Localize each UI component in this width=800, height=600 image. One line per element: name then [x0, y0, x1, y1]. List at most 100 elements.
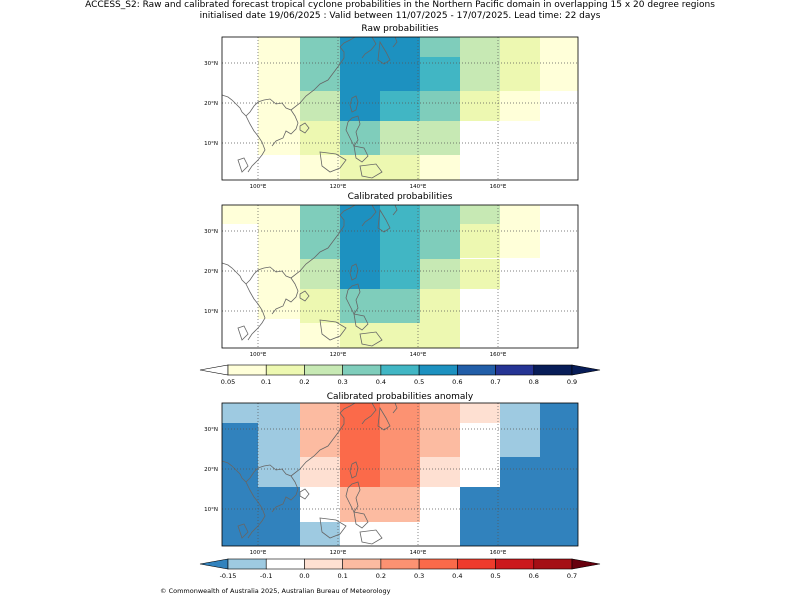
- coastline-segment: [299, 290, 310, 302]
- probability-cell: [380, 259, 420, 289]
- probability-cell: [500, 403, 540, 457]
- colorbar-swatch: [533, 364, 573, 376]
- coastline-segment: [319, 517, 347, 539]
- colorbar-tick-label: 0.5: [414, 378, 424, 386]
- coastline-segment: [392, 205, 398, 216]
- probability-cell: [420, 37, 460, 57]
- colorbar-tick-label: 0.9: [567, 378, 577, 386]
- probability-cell: [380, 403, 420, 487]
- lon-tick-label: 160°E: [490, 352, 507, 358]
- colorbar-tick-label: 0.1: [337, 572, 347, 580]
- probability-cell: [460, 403, 500, 423]
- coastline: [222, 403, 398, 545]
- colorbar-swatch: [227, 364, 267, 376]
- lon-tick-label: 100°E: [250, 352, 267, 358]
- coastline-segment: [359, 331, 383, 347]
- probability-cell: [460, 487, 500, 546]
- lon-tick-label: 120°E: [330, 352, 347, 358]
- probability-cell: [460, 224, 500, 258]
- probability-cell: [340, 37, 420, 57]
- raw-probability-map: 100°E 120°E 140°E 160°E 30°N 20°N 10°N: [204, 36, 579, 190]
- probability-cell: [300, 205, 340, 259]
- lat-tick-label: 20°N: [204, 269, 218, 275]
- probability-cell: [300, 155, 340, 180]
- probability-cell: [300, 259, 340, 289]
- coastline-segment: [377, 40, 391, 65]
- colorbar-tick-label: 0.7: [567, 572, 577, 580]
- coastline-segment: [290, 205, 356, 279]
- coastline-segment: [349, 95, 359, 113]
- map-cells: [222, 205, 578, 348]
- copyright-footer: © Commonwealth of Australia 2025, Austra…: [160, 587, 391, 595]
- lat-tick-label: 10°N: [204, 507, 218, 513]
- lat-tick-label: 20°N: [204, 467, 218, 473]
- probability-cell: [340, 259, 380, 289]
- colorbar-tick-label: 0.1: [261, 378, 271, 386]
- coastline-segment: [359, 529, 383, 545]
- probability-cell: [222, 403, 258, 423]
- probability-cell: [340, 487, 380, 522]
- lat-tick-label: 30°N: [204, 229, 218, 235]
- colorbar-extend-under: [199, 364, 229, 376]
- coastline-segment: [222, 460, 266, 539]
- probability-cell: [258, 37, 300, 121]
- lat-tick-label: 30°N: [204, 427, 218, 433]
- probability-cell: [460, 205, 500, 224]
- colorbar-swatch: [304, 364, 343, 376]
- probability-cell: [258, 121, 300, 155]
- colorbar-swatch: [380, 364, 420, 376]
- probability-cell: [500, 457, 578, 546]
- probability-colorbar: 0.05 0.1 0.2 0.3 0.4 0.5 0.6 0.7 0.8 0.9: [199, 364, 601, 386]
- probability-cell: [340, 289, 380, 323]
- probability-cell: [300, 323, 340, 348]
- probability-cell: [420, 289, 460, 323]
- probability-cell: [460, 91, 500, 121]
- coastline-segment: [245, 266, 299, 315]
- coastline-segment: [299, 488, 310, 500]
- probability-cell: [300, 457, 340, 487]
- probability-cell: [340, 121, 380, 155]
- colorbar-extend-over: [571, 558, 601, 570]
- lat-tick-label: 30°N: [204, 61, 218, 67]
- colorbar-tick-label: 0.0: [299, 572, 309, 580]
- anomaly-panel-title: Calibrated probabilities anomaly: [326, 392, 474, 402]
- lat-tick-label: 10°N: [204, 309, 218, 315]
- colorbar-tick-label: 0.8: [529, 378, 539, 386]
- lon-tick-label: 120°E: [330, 184, 347, 190]
- probability-cell: [340, 91, 380, 121]
- probability-cell: [340, 57, 420, 91]
- probability-cell: [300, 403, 340, 457]
- probability-cell: [380, 323, 420, 348]
- colorbar-tick-label: 0.5: [490, 572, 500, 580]
- probability-cell: [380, 205, 420, 259]
- coastline-segment: [377, 208, 391, 233]
- probability-cell: [340, 403, 380, 487]
- probability-cell: [380, 91, 420, 121]
- anomaly-colorbar: -0.15 -0.1 0.0 0.1 0.2 0.3 0.4 0.5 0.6 0.7: [199, 558, 601, 580]
- colorbar-swatch: [495, 364, 535, 376]
- probability-cell: [420, 323, 460, 348]
- lon-tick-label: 120°E: [330, 550, 347, 556]
- coastline-segment: [237, 157, 249, 173]
- probability-cell: [460, 37, 500, 91]
- probability-cell: [300, 289, 340, 323]
- probability-cell: [300, 121, 340, 155]
- colorbar-tick-label: -0.1: [260, 572, 273, 580]
- probability-cell: [460, 259, 500, 289]
- coastline-segment: [299, 122, 310, 134]
- coastline-segment: [353, 313, 369, 331]
- calibrated-panel-title: Calibrated probabilities: [347, 192, 453, 202]
- colorbar-swatch: [342, 558, 382, 570]
- map-cells: [222, 37, 578, 180]
- coastline: [222, 37, 398, 179]
- chart-title-line-2: initialised date 19/06/2025 : Valid betw…: [199, 11, 601, 21]
- colorbar-tick-label: 0.3: [337, 378, 347, 386]
- coastline-segment: [222, 94, 266, 173]
- lon-tick-label: 100°E: [250, 550, 267, 556]
- probability-cell: [420, 205, 460, 259]
- colorbar-swatch: [304, 558, 343, 570]
- probability-cell: [420, 57, 460, 91]
- probability-cell: [420, 457, 460, 487]
- anomaly-probability-map: 100°E 120°E 140°E 160°E 30°N 20°N 10°N: [204, 402, 579, 556]
